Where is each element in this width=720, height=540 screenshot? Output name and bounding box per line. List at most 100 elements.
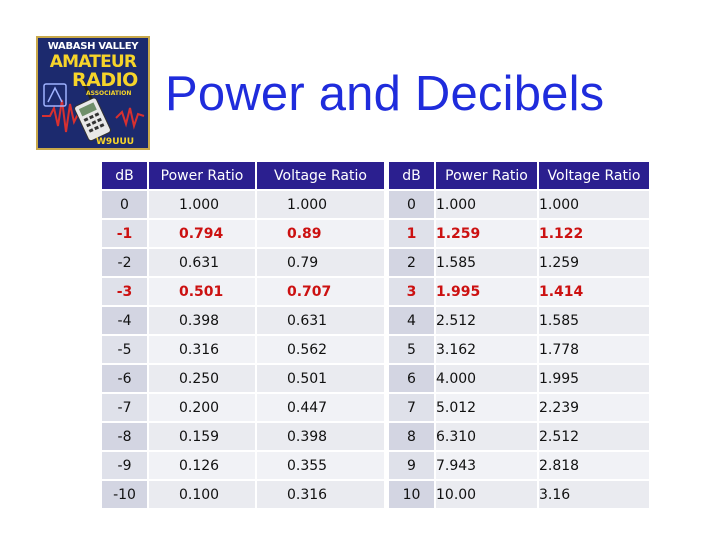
table-row: 3 1.995 1.414 [389,278,649,305]
logo-line-3: RADIO [72,69,138,91]
negative-db-table: dB Power Ratio Voltage Ratio 0 1.000 1.000… [100,160,386,510]
logo-line-4: ASSOCIATION [86,90,132,97]
cell-power-ratio: 2.512 [436,307,537,334]
logo-line-1: WABASH VALLEY [47,41,139,52]
cell-db: -3 [102,278,147,305]
table-row: 6 4.000 1.995 [389,365,649,392]
cell-voltage-ratio: 0.89 [257,220,384,247]
positive-db-table: dB Power Ratio Voltage Ratio 0 1.000 1.000… [387,160,651,510]
logo-artwork [38,38,148,148]
cell-voltage-ratio: 0.707 [257,278,384,305]
table-row: 0 1.000 1.000 [102,191,384,218]
cell-voltage-ratio: 0.398 [257,423,384,450]
cell-voltage-ratio: 2.239 [539,394,649,421]
cell-power-ratio: 1.995 [436,278,537,305]
cell-voltage-ratio: 1.000 [539,191,649,218]
logo-callsign: W9UUU [96,137,135,147]
table-row: -8 0.159 0.398 [102,423,384,450]
cell-db: 3 [389,278,434,305]
cell-db: -7 [102,394,147,421]
table-row: 1 1.259 1.122 [389,220,649,247]
table-row: 10 10.00 3.16 [389,481,649,508]
club-logo: WABASH VALLEY AMATEUR RADIO ASSOCIATION … [36,36,150,150]
cell-power-ratio: 1.000 [436,191,537,218]
cell-power-ratio: 0.501 [149,278,255,305]
cell-voltage-ratio: 1.778 [539,336,649,363]
cell-db: 5 [389,336,434,363]
cell-voltage-ratio: 1.259 [539,249,649,276]
cell-db: 0 [389,191,434,218]
table-row: 9 7.943 2.818 [389,452,649,479]
header-db: dB [102,162,147,189]
table-row: 7 5.012 2.239 [389,394,649,421]
cell-db: 7 [389,394,434,421]
header-power-ratio: Power Ratio [149,162,255,189]
cell-power-ratio: 0.126 [149,452,255,479]
cell-voltage-ratio: 0.562 [257,336,384,363]
cell-db: 1 [389,220,434,247]
table-header-row: dB Power Ratio Voltage Ratio [389,162,649,189]
table-row: -7 0.200 0.447 [102,394,384,421]
table-row: 4 2.512 1.585 [389,307,649,334]
table-header-row: dB Power Ratio Voltage Ratio [102,162,384,189]
cell-power-ratio: 0.794 [149,220,255,247]
cell-voltage-ratio: 3.16 [539,481,649,508]
cell-voltage-ratio: 1.000 [257,191,384,218]
cell-power-ratio: 5.012 [436,394,537,421]
cell-power-ratio: 10.00 [436,481,537,508]
table-row: -10 0.100 0.316 [102,481,384,508]
cell-voltage-ratio: 0.501 [257,365,384,392]
cell-voltage-ratio: 2.818 [539,452,649,479]
table-row: -5 0.316 0.562 [102,336,384,363]
header-voltage-ratio: Voltage Ratio [539,162,649,189]
cell-power-ratio: 0.159 [149,423,255,450]
cell-power-ratio: 1.259 [436,220,537,247]
table-row: 0 1.000 1.000 [389,191,649,218]
cell-power-ratio: 4.000 [436,365,537,392]
cell-power-ratio: 0.316 [149,336,255,363]
cell-power-ratio: 1.000 [149,191,255,218]
table-row: 8 6.310 2.512 [389,423,649,450]
table-row: -4 0.398 0.631 [102,307,384,334]
header-voltage-ratio: Voltage Ratio [257,162,384,189]
cell-voltage-ratio: 0.79 [257,249,384,276]
cell-voltage-ratio: 0.355 [257,452,384,479]
cell-power-ratio: 0.200 [149,394,255,421]
cell-voltage-ratio: 0.316 [257,481,384,508]
table-row: -3 0.501 0.707 [102,278,384,305]
cell-db: -8 [102,423,147,450]
cell-voltage-ratio: 1.995 [539,365,649,392]
cell-voltage-ratio: 1.414 [539,278,649,305]
cell-db: -6 [102,365,147,392]
table-row: -9 0.126 0.355 [102,452,384,479]
cell-voltage-ratio: 0.447 [257,394,384,421]
cell-power-ratio: 0.100 [149,481,255,508]
cell-power-ratio: 6.310 [436,423,537,450]
cell-db: -4 [102,307,147,334]
cell-db: 10 [389,481,434,508]
cell-db: -9 [102,452,147,479]
table-row: -1 0.794 0.89 [102,220,384,247]
table-row: -2 0.631 0.79 [102,249,384,276]
table-row: 2 1.585 1.259 [389,249,649,276]
cell-power-ratio: 3.162 [436,336,537,363]
cell-db: 6 [389,365,434,392]
table-row: -6 0.250 0.501 [102,365,384,392]
cell-power-ratio: 0.631 [149,249,255,276]
cell-db: 9 [389,452,434,479]
header-power-ratio: Power Ratio [436,162,537,189]
cell-voltage-ratio: 0.631 [257,307,384,334]
cell-db: 8 [389,423,434,450]
cell-db: -1 [102,220,147,247]
cell-db: 0 [102,191,147,218]
table-row: 5 3.162 1.778 [389,336,649,363]
cell-power-ratio: 1.585 [436,249,537,276]
page-title: Power and Decibels [165,67,605,121]
cell-voltage-ratio: 1.122 [539,220,649,247]
cell-voltage-ratio: 2.512 [539,423,649,450]
cell-power-ratio: 7.943 [436,452,537,479]
cell-db: -10 [102,481,147,508]
cell-db: -5 [102,336,147,363]
cell-voltage-ratio: 1.585 [539,307,649,334]
cell-power-ratio: 0.398 [149,307,255,334]
